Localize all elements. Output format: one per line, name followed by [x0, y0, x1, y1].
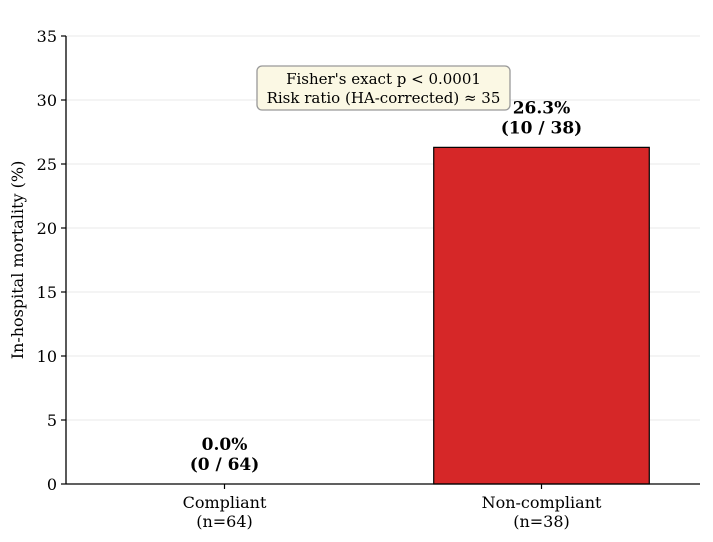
- axes: [65, 36, 700, 485]
- y-tick-label: 10: [37, 347, 57, 366]
- x-tick-label: Compliant: [183, 493, 267, 512]
- data-label-count: (10 / 38): [501, 118, 582, 138]
- x-tick-sublabel: (n=38): [513, 512, 570, 531]
- y-tick-label: 25: [37, 155, 57, 174]
- y-tick-label: 15: [37, 283, 57, 302]
- y-tick-label: 20: [37, 219, 57, 238]
- annotation-line-1: Fisher's exact p < 0.0001: [286, 70, 481, 88]
- y-tick-label: 35: [37, 27, 57, 46]
- x-tick-sublabel: (n=64): [196, 512, 253, 531]
- data-label-count: (0 / 64): [190, 455, 260, 475]
- annotation-background: [256, 65, 511, 111]
- x-ticks: Compliant(n=64) Non-compliant(n=38): [183, 484, 602, 531]
- y-axis-label: In-hospital mortality (%): [8, 161, 27, 360]
- y-tick-label: 5: [47, 411, 57, 430]
- y-tick-label: 30: [37, 91, 57, 110]
- y-ticks: 0 5 10 15 20 25 30 35: [37, 27, 66, 494]
- data-label-value: 26.3%: [513, 98, 571, 118]
- x-tick-label: Non-compliant: [482, 493, 602, 512]
- annotation-box: Fisher's exact p < 0.0001 Risk ratio (HA…: [256, 65, 511, 111]
- bars: [433, 146, 650, 485]
- data-label-value: 0.0%: [202, 435, 248, 455]
- y-tick-label: 0: [47, 475, 57, 494]
- annotation-line-2: Risk ratio (HA-corrected) ≈ 35: [267, 89, 501, 107]
- bar: [433, 146, 650, 485]
- data-labels: 0.0%(0 / 64) 26.3%(10 / 38): [190, 98, 583, 475]
